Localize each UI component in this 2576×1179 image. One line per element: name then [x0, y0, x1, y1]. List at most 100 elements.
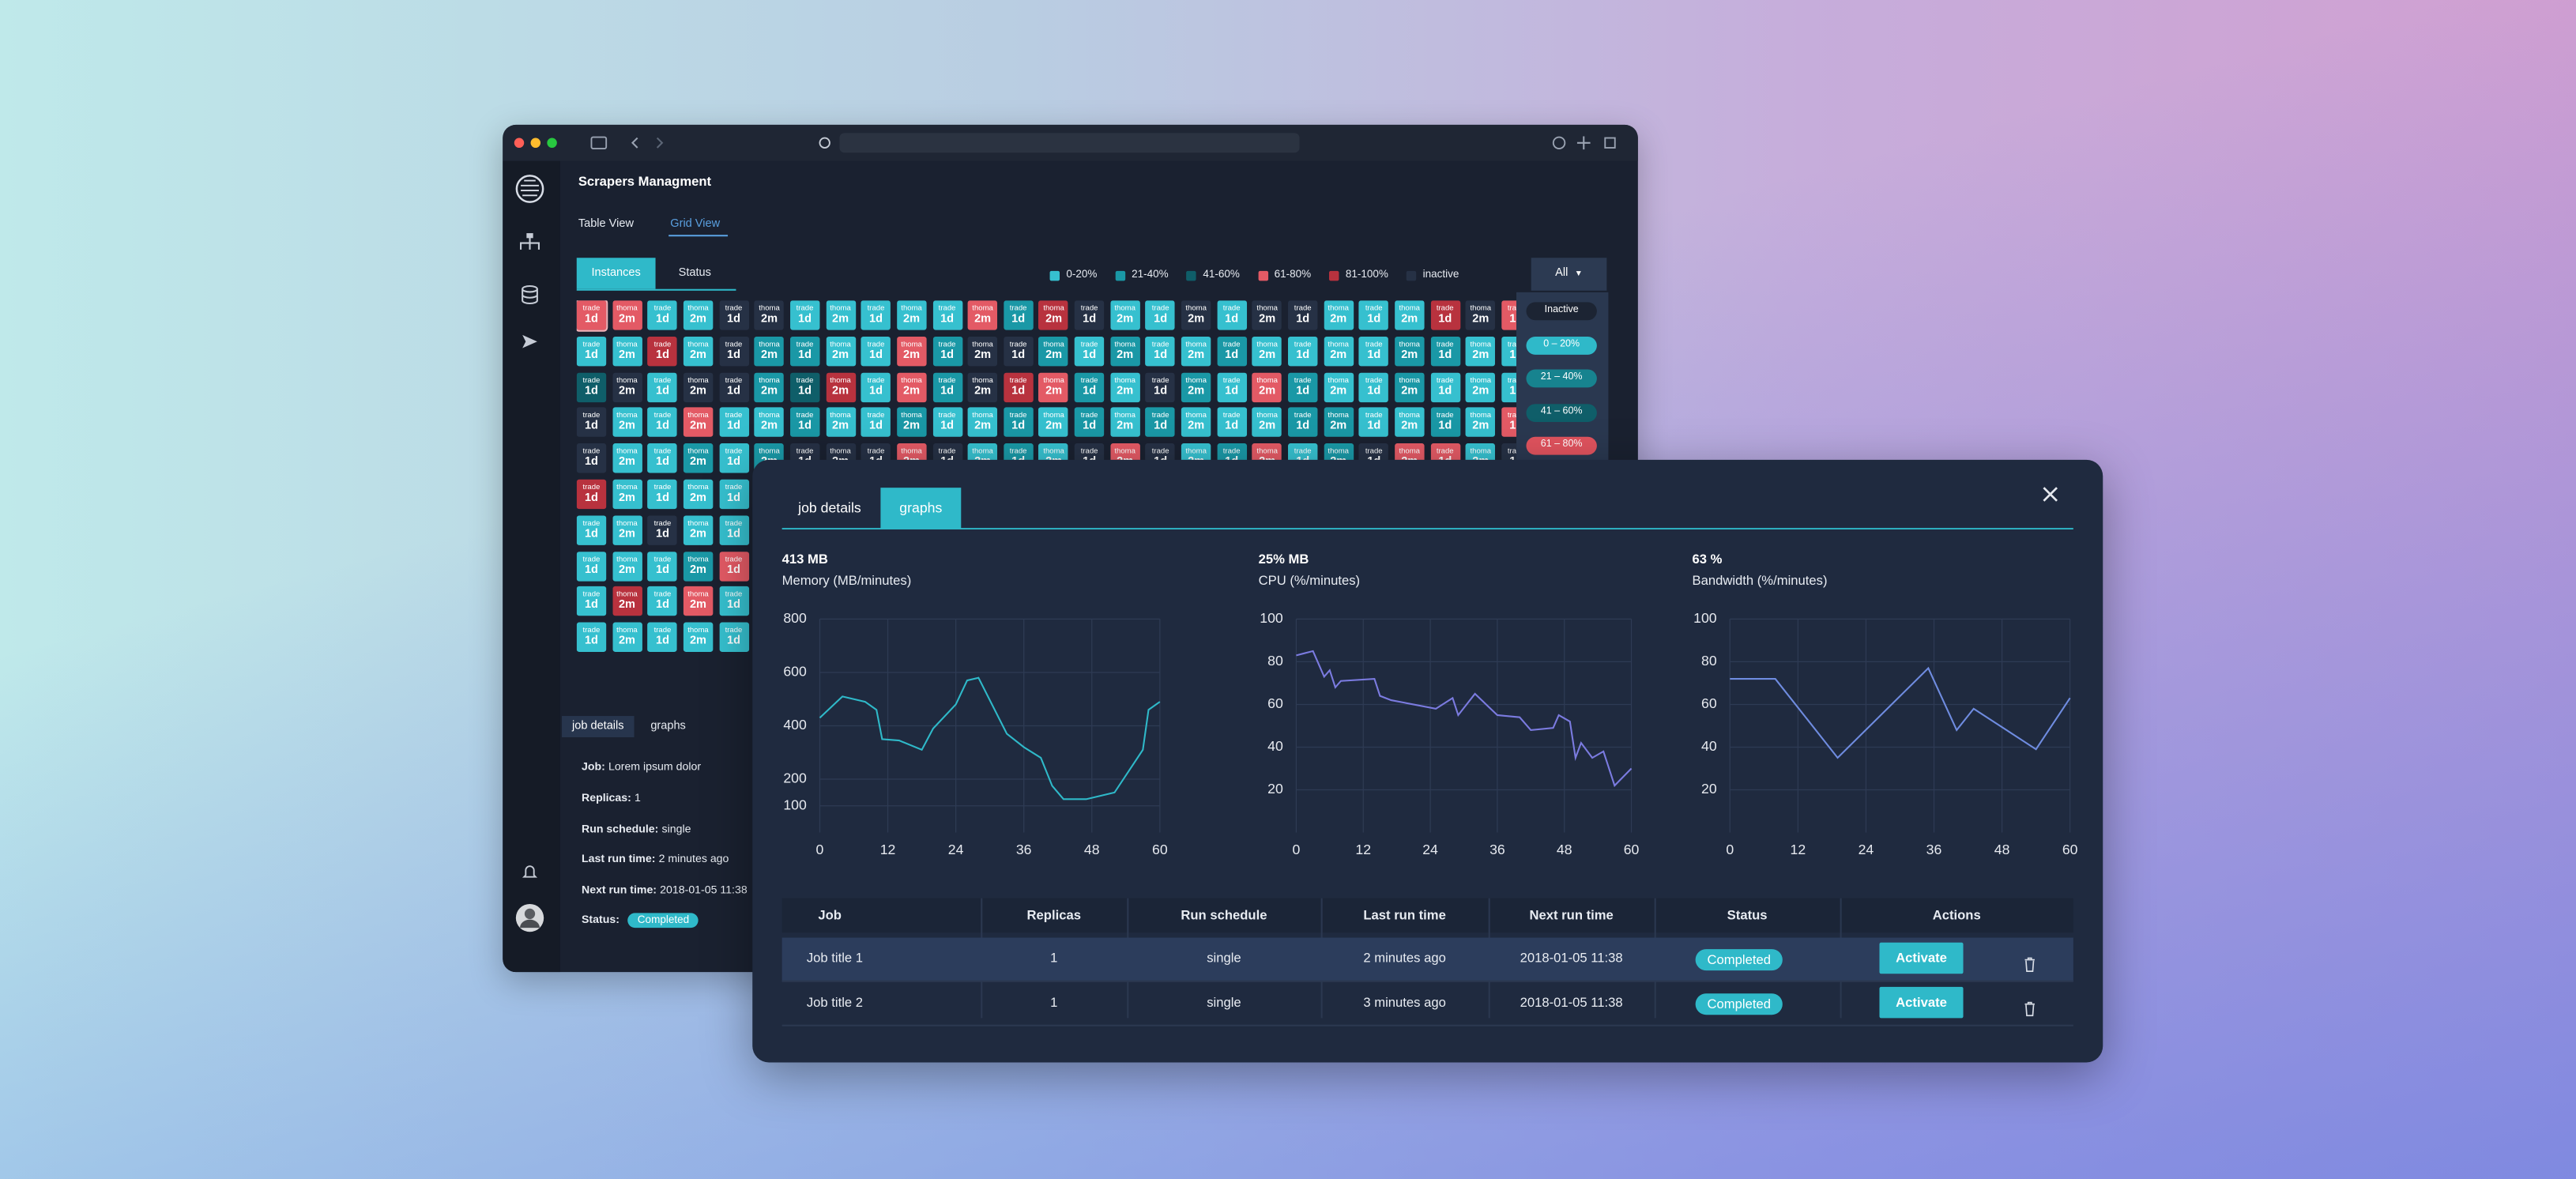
delete-button[interactable] [2024, 951, 2036, 972]
minimize-dot[interactable] [530, 137, 541, 149]
filter-option[interactable]: 21 – 40% [1526, 369, 1597, 388]
filter-option[interactable]: 0 – 20% [1526, 336, 1597, 355]
grid-tab[interactable]: Status [678, 267, 711, 280]
download-icon[interactable] [1552, 136, 1566, 149]
network-icon[interactable] [520, 236, 540, 250]
activate-button[interactable]: Activate [1879, 942, 1964, 974]
tabs-icon[interactable] [1604, 137, 1616, 149]
back-icon[interactable] [631, 137, 638, 149]
table-row[interactable] [781, 937, 2073, 982]
filter-option[interactable]: 41 – 60% [1526, 403, 1597, 422]
details-tab[interactable]: job details [562, 716, 635, 738]
filter-button[interactable]: All ▼ [1531, 258, 1607, 291]
close-dot[interactable] [514, 137, 525, 149]
table-row[interactable] [781, 981, 2073, 1026]
bell-icon[interactable] [522, 865, 538, 878]
view-tab[interactable]: Table View [578, 218, 634, 230]
forward-icon[interactable] [656, 137, 664, 149]
modal-tab[interactable]: graphs [880, 488, 962, 529]
activate-button[interactable]: Activate [1879, 985, 1964, 1018]
